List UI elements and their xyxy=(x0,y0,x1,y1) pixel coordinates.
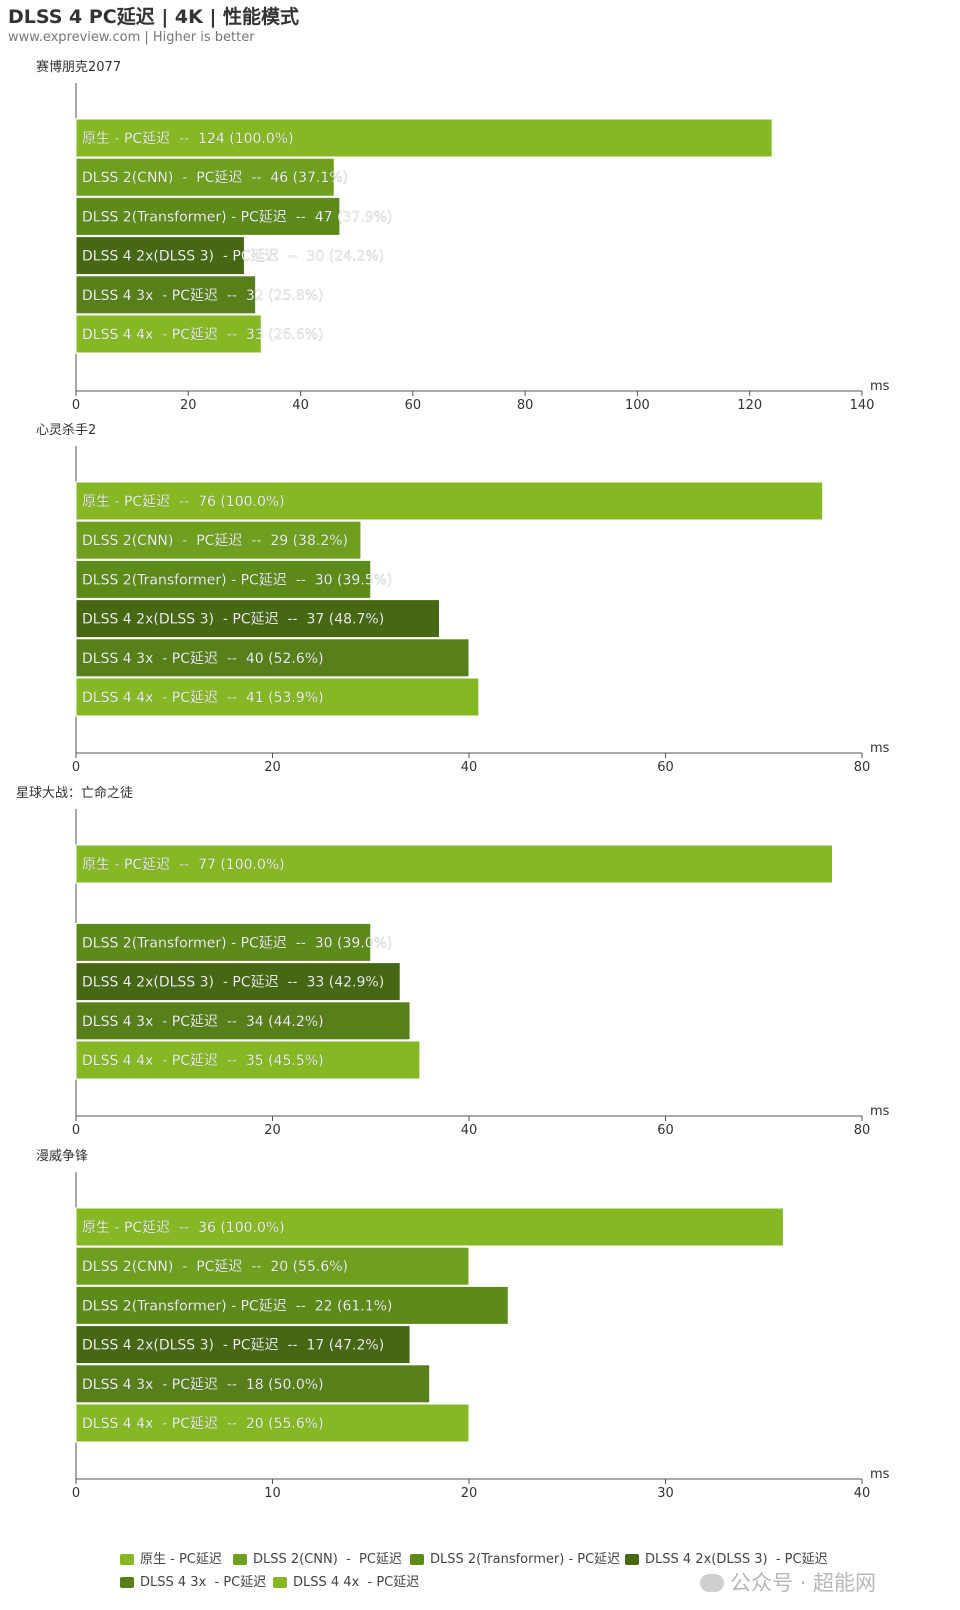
bar xyxy=(75,157,335,197)
bar xyxy=(75,236,245,276)
bar xyxy=(75,844,834,884)
x-tick-label: 60 xyxy=(657,1123,674,1138)
chart-title: DLSS 4 PC延迟 | 4K | 性能模式 xyxy=(8,6,299,28)
bar-label: 原生 - PC延迟 -- 76 (100.0%) xyxy=(82,494,285,510)
chart-title-text: 漫威争锋 xyxy=(36,1149,88,1164)
x-tick-label: 40 xyxy=(854,1486,871,1501)
x-tick-label: 80 xyxy=(854,1123,871,1138)
bar xyxy=(75,1403,470,1443)
bar xyxy=(75,599,441,639)
bar xyxy=(75,962,401,1002)
bar-label: DLSS 2(CNN) - PC延迟 -- 29 (38.2%) xyxy=(82,533,348,549)
bar xyxy=(75,314,262,354)
bar-label: DLSS 2(Transformer) - PC延迟 -- 30 (39.5%) xyxy=(82,572,392,588)
chart-title-text: 心灵杀手2 xyxy=(36,423,96,438)
bar-label: DLSS 4 3x - PC延迟 -- 40 (52.6%) xyxy=(82,651,324,667)
bar-label: DLSS 4 3x - PC延迟 -- 32 (25.8%) xyxy=(82,288,324,304)
legend-swatch xyxy=(410,1554,424,1565)
legend-swatch xyxy=(233,1554,247,1565)
x-tick-label: 80 xyxy=(854,760,871,775)
x-axis-unit: ms xyxy=(870,1467,890,1482)
watermark: 公众号 · 超能网 xyxy=(700,1567,876,1597)
bar xyxy=(75,196,341,236)
chart-panel-1: 赛博朋克2077 0 20 40 60 80 100 120 140 ms 原生 - PC延迟 --… xyxy=(36,59,890,413)
legend-label: DLSS 4 3x - PC延迟 xyxy=(140,1575,267,1590)
bar-label: DLSS 4 4x - PC延迟 -- 41 (53.9%) xyxy=(82,690,324,706)
bar xyxy=(75,481,824,521)
legend-swatch xyxy=(625,1554,639,1565)
x-axis-unit: ms xyxy=(870,741,890,756)
x-tick-label: 0 xyxy=(72,1486,80,1501)
bar xyxy=(75,1364,431,1404)
bar xyxy=(75,1001,411,1041)
watermark-text: 公众号 · 超能网 xyxy=(730,1571,877,1595)
bar-label: 原生 - PC延迟 -- 77 (100.0%) xyxy=(82,857,285,873)
bar xyxy=(75,922,372,962)
bar xyxy=(75,1325,411,1365)
wechat-icon xyxy=(700,1574,724,1592)
bar-label: DLSS 4 2x(DLSS 3) - PC延迟 -- 17 (47.2%) xyxy=(82,1338,384,1354)
x-axis-unit: ms xyxy=(870,379,890,394)
bar-label: 原生 - PC延迟 -- 36 (100.0%) xyxy=(82,1220,285,1236)
x-tick-label: 20 xyxy=(264,760,281,775)
bar xyxy=(75,1207,784,1247)
x-tick-label: 80 xyxy=(517,398,534,413)
legend-swatch xyxy=(273,1577,287,1588)
x-tick-label: 120 xyxy=(737,398,762,413)
bar-label: DLSS 4 4x - PC延迟 -- 20 (55.6%) xyxy=(82,1416,324,1432)
chart-title-text: 赛博朋克2077 xyxy=(36,59,121,75)
bar xyxy=(75,275,257,315)
bar-label: DLSS 4 4x - PC延迟 -- 33 (26.6%) xyxy=(82,327,324,343)
bar xyxy=(75,559,372,599)
bar xyxy=(75,1285,509,1325)
chart-title-text: 星球大战：亡命之徒 xyxy=(16,785,133,801)
x-tick-label: 20 xyxy=(264,1123,281,1138)
legend-swatch xyxy=(120,1554,134,1565)
legend-label: DLSS 2(CNN) - PC延迟 xyxy=(253,1552,402,1567)
x-tick-label: 60 xyxy=(657,760,674,775)
x-tick-label: 20 xyxy=(180,398,197,413)
legend-label: DLSS 4 2x(DLSS 3) - PC延迟 xyxy=(645,1552,828,1567)
bar-label: DLSS 2(Transformer) - PC延迟 -- 30 (39.0%) xyxy=(82,935,392,951)
bar-label: DLSS 2(Transformer) - PC延迟 -- 47 (37.9%) xyxy=(82,209,392,225)
bar-label: DLSS 2(CNN) - PC延迟 -- 20 (55.6%) xyxy=(82,1259,348,1275)
legend-label: DLSS 2(Transformer) - PC延迟 xyxy=(430,1552,621,1567)
x-tick-label: 0 xyxy=(72,760,80,775)
x-tick-label: 30 xyxy=(657,1486,674,1501)
bar-label: DLSS 4 4x - PC延迟 -- 35 (45.5%) xyxy=(82,1053,324,1069)
x-tick-label: 140 xyxy=(850,398,875,413)
x-tick-label: 60 xyxy=(405,398,422,413)
x-tick-label: 40 xyxy=(461,760,478,775)
legend-label: DLSS 4 4x - PC延迟 xyxy=(293,1575,420,1590)
x-tick-label: 40 xyxy=(461,1123,478,1138)
bar-label: DLSS 4 2x(DLSS 3) - PC延迟 -- 33 (42.9%) xyxy=(82,975,384,991)
bar xyxy=(75,1246,470,1286)
x-axis-unit: ms xyxy=(870,1104,890,1119)
x-tick-label: 20 xyxy=(461,1486,478,1501)
bar-label: DLSS 2(CNN) - PC延迟 -- 46 (37.1%) xyxy=(82,170,348,186)
bar-label: DLSS 4 2x(DLSS 3) - PC延迟 -- 37 (48.7%) xyxy=(82,612,384,628)
bar xyxy=(75,638,470,678)
bar xyxy=(75,677,480,717)
bar-label: DLSS 4 3x - PC延迟 -- 34 (44.2%) xyxy=(82,1014,324,1030)
bar-label: DLSS 4 3x - PC延迟 -- 18 (50.0%) xyxy=(82,1377,324,1393)
bar xyxy=(75,118,773,158)
bar-label: DLSS 2(Transformer) - PC延迟 -- 22 (61.1%) xyxy=(82,1298,392,1314)
chart-panel-2: 心灵杀手2 0 20 40 60 80 ms 原生 - PC延迟 -- 76 (100.0%)… xyxy=(36,423,890,775)
x-tick-label: 0 xyxy=(72,398,80,413)
x-tick-label: 100 xyxy=(625,398,650,413)
chart-panel-4: 漫威争锋 0 10 20 30 40 ms 原生 - PC延迟 -- 36 (100.0%) D… xyxy=(36,1149,890,1501)
x-tick-label: 40 xyxy=(292,398,309,413)
chart-subtitle: www.expreview.com | Higher is better xyxy=(8,30,255,45)
chart-panel-3: 星球大战：亡命之徒 0 20 40 60 80 ms 原生 - PC延迟 -- 77 (100… xyxy=(16,785,890,1138)
bar-label: DLSS 4 2x(DLSS 3) - PC延迟 -- 30 (24.2%) xyxy=(82,249,384,265)
bar xyxy=(75,1040,421,1080)
x-tick-label: 0 xyxy=(72,1123,80,1138)
legend-swatch xyxy=(120,1577,134,1588)
bar xyxy=(75,520,362,560)
legend-label: 原生 - PC延迟 xyxy=(140,1552,222,1567)
x-tick-label: 10 xyxy=(264,1486,281,1501)
bar-label: 原生 - PC延迟 -- 124 (100.0%) xyxy=(82,131,294,147)
